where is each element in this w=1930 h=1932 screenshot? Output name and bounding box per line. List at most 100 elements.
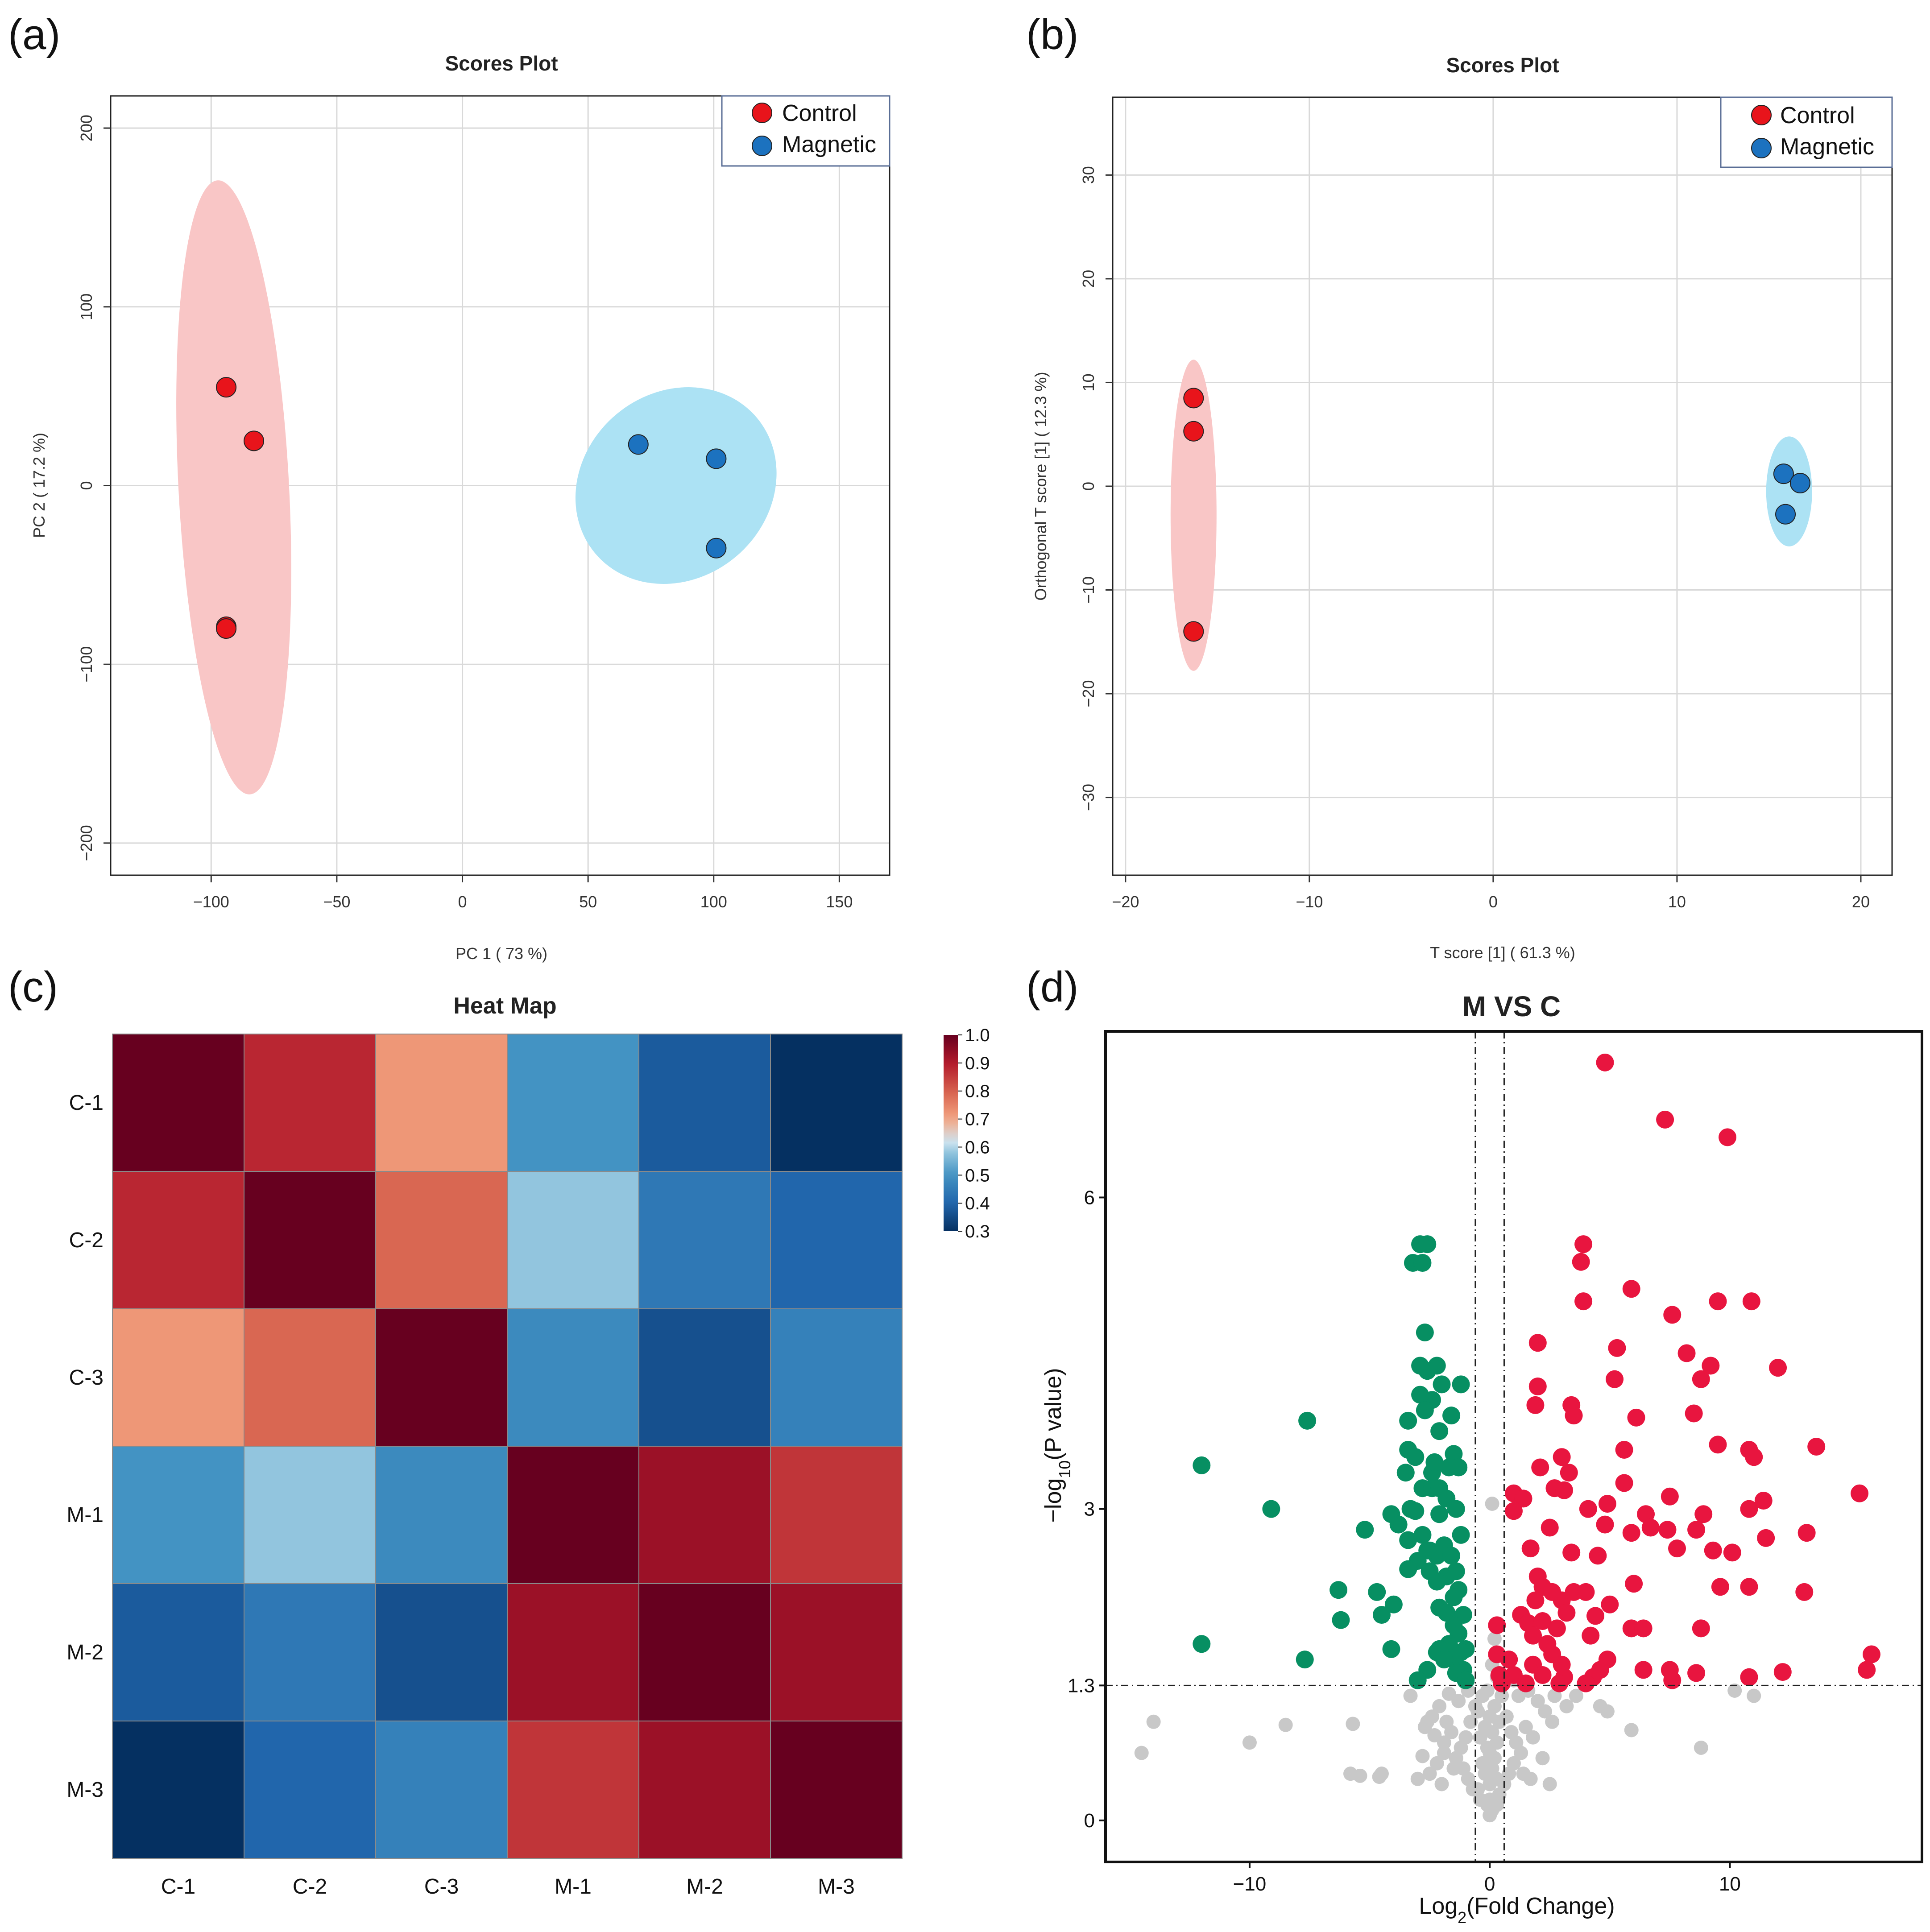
point-up bbox=[1658, 1521, 1677, 1539]
legend-magnetic-label: Magnetic bbox=[1780, 134, 1874, 160]
point-ns bbox=[1429, 1756, 1444, 1771]
y-tick-label: 10 bbox=[1079, 373, 1098, 391]
point-up bbox=[1582, 1626, 1600, 1645]
x-ticks: −100 −50 0 50 100 150 bbox=[193, 875, 853, 911]
point-ns bbox=[1523, 1771, 1538, 1786]
heatmap-cell bbox=[507, 1171, 639, 1309]
point-ns bbox=[1495, 1688, 1509, 1703]
point-ns bbox=[1372, 1770, 1387, 1784]
point-up bbox=[1531, 1458, 1549, 1477]
grid bbox=[1113, 97, 1892, 875]
point-down bbox=[1382, 1640, 1400, 1658]
colorbar-tick-label: 0.6 bbox=[965, 1138, 990, 1157]
point-up bbox=[1526, 1591, 1545, 1609]
y-ticks: 0 1.3 3 6 bbox=[1068, 1187, 1106, 1832]
colorbar-tick-label: 0.4 bbox=[965, 1194, 990, 1213]
point-up bbox=[1740, 1500, 1758, 1518]
colorbar: 1.0 0.9 0.8 0.7 0.6 0.5 0.4 0.3 bbox=[944, 1026, 990, 1241]
point-down bbox=[1413, 1526, 1432, 1544]
y-tick-label: 3 bbox=[1084, 1498, 1095, 1520]
point-ns bbox=[1463, 1714, 1478, 1729]
point-up bbox=[1795, 1583, 1814, 1601]
pca-scores-plot: Scores Plot −100 −50 0 50 100 150 −200 −100 0 10… bbox=[30, 52, 890, 963]
point-up bbox=[1685, 1404, 1703, 1423]
y-tick-label: −30 bbox=[1079, 784, 1098, 811]
point-ns bbox=[1446, 1761, 1461, 1776]
point-down bbox=[1368, 1583, 1386, 1601]
point-magnetic bbox=[706, 538, 727, 559]
heatmap-cell bbox=[638, 1721, 771, 1859]
plot-frame bbox=[1104, 1030, 1923, 1863]
x-tick-label: 50 bbox=[579, 893, 597, 911]
heatmap-cell bbox=[244, 1308, 376, 1447]
point-control bbox=[1183, 388, 1204, 409]
point-up bbox=[1723, 1543, 1741, 1562]
point-ns bbox=[1530, 1694, 1545, 1709]
point-down bbox=[1430, 1505, 1449, 1523]
heatmap-cell bbox=[375, 1308, 508, 1447]
point-up bbox=[1740, 1578, 1758, 1596]
point-up bbox=[1622, 1280, 1640, 1298]
point-ns bbox=[1600, 1704, 1615, 1719]
point-up bbox=[1851, 1484, 1869, 1502]
point-ns bbox=[1535, 1751, 1550, 1766]
point-up bbox=[1677, 1344, 1696, 1362]
point-down bbox=[1332, 1611, 1350, 1629]
point-down bbox=[1384, 1595, 1403, 1613]
point-up bbox=[1757, 1529, 1775, 1547]
point-up bbox=[1528, 1378, 1547, 1396]
x-tick-label: 0 bbox=[1489, 893, 1498, 911]
point-down bbox=[1445, 1588, 1463, 1606]
point-up bbox=[1555, 1481, 1574, 1499]
point-up bbox=[1754, 1492, 1773, 1510]
point-up bbox=[1526, 1396, 1545, 1414]
point-down bbox=[1413, 1254, 1432, 1272]
point-up bbox=[1606, 1370, 1624, 1388]
heatmap-cell bbox=[375, 1446, 508, 1584]
point-ns bbox=[1537, 1704, 1552, 1719]
point-ns bbox=[1694, 1740, 1708, 1755]
point-up bbox=[1574, 1292, 1593, 1311]
point-down bbox=[1433, 1375, 1451, 1394]
point-up bbox=[1577, 1583, 1595, 1601]
x-tick-label: 150 bbox=[826, 893, 853, 911]
row-label: C-1 bbox=[69, 1091, 104, 1115]
chart-title: M VS C bbox=[1462, 990, 1561, 1022]
heatmap-cell bbox=[375, 1171, 508, 1309]
point-down bbox=[1452, 1375, 1470, 1394]
point-down bbox=[1425, 1453, 1444, 1471]
data-points bbox=[1134, 1053, 1880, 1823]
y-tick-label: −20 bbox=[1079, 680, 1098, 707]
chart-title: Scores Plot bbox=[445, 52, 558, 75]
point-magnetic bbox=[628, 434, 649, 455]
point-ns bbox=[1439, 1714, 1454, 1729]
y-tick-label: 100 bbox=[77, 294, 95, 320]
point-down bbox=[1193, 1456, 1211, 1474]
point-up bbox=[1521, 1539, 1540, 1558]
row-label: M-1 bbox=[66, 1503, 104, 1527]
point-down bbox=[1442, 1547, 1461, 1565]
column-label: C-1 bbox=[161, 1875, 195, 1899]
y-tick-label: −100 bbox=[77, 646, 95, 683]
point-up bbox=[1562, 1543, 1581, 1562]
point-down bbox=[1452, 1526, 1470, 1544]
x-tick-label: −100 bbox=[193, 893, 229, 911]
point-down bbox=[1399, 1411, 1417, 1430]
point-up bbox=[1557, 1604, 1576, 1622]
point-ns bbox=[1526, 1730, 1541, 1745]
point-down bbox=[1356, 1521, 1374, 1539]
point-up bbox=[1797, 1524, 1816, 1542]
point-ns bbox=[1485, 1497, 1499, 1511]
legend-magnetic-marker bbox=[752, 136, 772, 156]
point-up bbox=[1773, 1663, 1792, 1681]
point-up bbox=[1745, 1448, 1763, 1466]
point-down bbox=[1389, 1515, 1408, 1534]
point-up bbox=[1625, 1575, 1643, 1593]
point-down bbox=[1450, 1458, 1468, 1477]
panel-label-d: (d) bbox=[1026, 963, 1078, 1011]
panel-label-b: (b) bbox=[1026, 11, 1078, 58]
correlation-heat-map: Heat Map C-1 C-2 C-3 M-1 M-2 M-3 C-1 C-2 C-3 M-1… bbox=[66, 993, 990, 1899]
point-up bbox=[1709, 1292, 1727, 1311]
point-ns bbox=[1473, 1730, 1487, 1745]
row-label: M-2 bbox=[66, 1641, 104, 1664]
